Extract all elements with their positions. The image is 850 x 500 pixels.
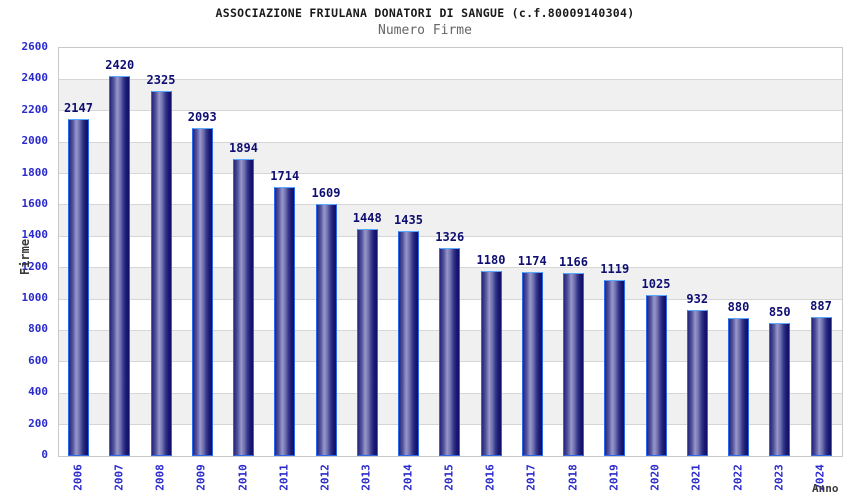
bar-value-label: 932	[686, 291, 709, 306]
gridline	[59, 78, 842, 80]
bar-2022	[728, 317, 749, 456]
bar-2006	[68, 119, 89, 456]
bar-value-label: 1894	[229, 140, 258, 155]
bar-2010	[233, 158, 254, 456]
y-axis-tick-label: 1200	[21, 259, 49, 273]
x-axis-tick-label: 2020	[648, 464, 662, 491]
y-axis-tick-label: 800	[28, 322, 48, 336]
y-axis-tick-label: 600	[28, 353, 48, 367]
x-axis-title: Anno	[812, 482, 839, 495]
x-axis-tick-label: 2010	[236, 464, 249, 491]
x-axis-tick-label: 2016	[483, 464, 497, 491]
y-axis-tick-label: 200	[28, 416, 48, 430]
x-axis-tick-label: 2009	[194, 464, 208, 491]
bar-value-label: 1609	[311, 185, 341, 200]
bar-value-label: 1448	[352, 210, 382, 225]
bar-value-label: 2093	[187, 109, 217, 124]
bar-2020	[645, 295, 667, 456]
bar-value-label: 1326	[435, 229, 465, 244]
x-axis-tick-label: 2011	[277, 464, 291, 491]
bar-2017	[521, 271, 543, 456]
x-axis-tick-label: 2018	[566, 464, 579, 491]
bar-value-label: 880	[727, 299, 750, 314]
background-band	[59, 142, 842, 174]
bar-value-label: 2420	[105, 58, 135, 73]
gridline	[59, 141, 842, 143]
y-axis-tick-label: 1400	[21, 228, 49, 242]
chart-subtitle: Numero Firme	[378, 23, 472, 38]
bar-value-label: 1174	[517, 253, 547, 268]
x-axis-tick-label: 2021	[689, 464, 703, 491]
bar-value-label: 1714	[270, 169, 300, 184]
bar-value-label: 2147	[64, 101, 93, 116]
bar-2024	[810, 316, 832, 456]
bar-2019	[604, 280, 626, 456]
bar-value-label: 1119	[600, 262, 630, 277]
y-axis-tick-label: 1600	[21, 196, 49, 210]
background-band	[59, 48, 842, 80]
bar-value-label: 850	[768, 304, 791, 319]
bar-value-label: 1180	[476, 252, 506, 267]
bar-2007	[109, 76, 131, 456]
bar-2009	[191, 127, 213, 456]
x-axis-tick-label: 2015	[442, 464, 456, 491]
background-band	[59, 79, 842, 111]
plot-area: 2147 2420 2325 2093 1894 1714 1609 1448 1435 1326…	[58, 47, 843, 457]
y-axis-tick-label: 1000	[21, 291, 49, 305]
bar-2011	[274, 187, 296, 456]
bar-2016	[480, 270, 502, 456]
bar-value-label: 887	[810, 298, 832, 313]
bar-value-label: 2325	[146, 73, 176, 88]
gridline	[59, 110, 842, 112]
y-axis-tick-label: 2000	[21, 134, 49, 148]
bar-2021	[686, 309, 708, 456]
x-axis-tick-label: 2023	[772, 464, 786, 491]
x-axis-tick-label: 2008	[153, 464, 167, 491]
bar-2023	[769, 322, 791, 456]
x-axis-tick-label: 2007	[112, 464, 126, 491]
x-axis-tick-label: 2006	[71, 464, 84, 491]
x-axis-tick-label: 2019	[607, 464, 621, 491]
background-band	[59, 204, 842, 237]
bar-value-label: 1435	[394, 212, 423, 227]
bar-2008	[150, 91, 172, 456]
x-axis-tick-label: 2014	[401, 464, 414, 491]
background-band	[59, 110, 842, 143]
bar-2012	[315, 203, 337, 456]
bar-2018	[563, 273, 584, 456]
y-axis-tick-label: 2600	[21, 40, 49, 53]
y-axis-title: Firme	[18, 238, 32, 276]
gridline	[59, 173, 842, 175]
bar-2015	[439, 247, 461, 456]
background-band	[59, 173, 842, 205]
y-axis-tick-label: 0	[41, 448, 48, 461]
y-axis-tick-label: 400	[28, 385, 48, 399]
gridline	[59, 235, 842, 237]
bar-2014	[398, 230, 419, 456]
x-axis-tick-label: 2012	[318, 464, 332, 491]
gridline	[59, 204, 842, 206]
x-axis-tick-label: 2017	[524, 464, 538, 491]
y-axis-tick-label: 1800	[21, 165, 49, 179]
y-axis-tick-label: 2200	[21, 102, 49, 116]
x-axis-tick-label: 2013	[359, 464, 373, 491]
bar-value-label: 1025	[641, 277, 671, 292]
chart-title: ASSOCIAZIONE FRIULANA DONATORI DI SANGUE…	[215, 6, 635, 20]
bar-2013	[356, 228, 378, 456]
bar-value-label: 1166	[559, 255, 588, 270]
y-axis-tick-label: 2400	[21, 71, 49, 85]
x-axis-tick-label: 2022	[731, 464, 744, 491]
